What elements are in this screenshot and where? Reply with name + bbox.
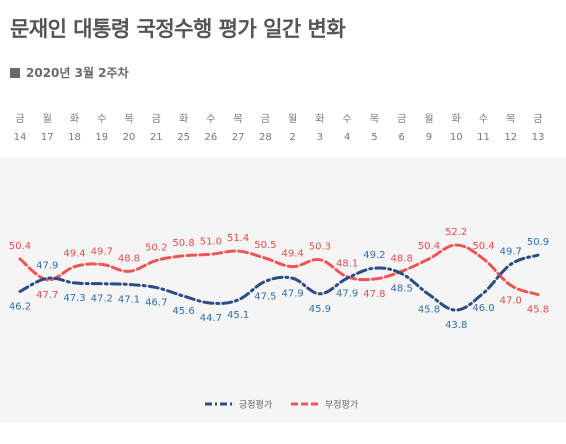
data-label-positive: 44.7 bbox=[200, 313, 222, 324]
x-tick-date: 20 bbox=[123, 132, 136, 143]
data-label-positive: 45.6 bbox=[172, 306, 194, 317]
x-tick-day: 월 bbox=[288, 113, 297, 125]
x-tick-day: 목 bbox=[234, 113, 243, 125]
x-tick-day: 금 bbox=[397, 113, 406, 125]
x-tick-date: 6 bbox=[398, 132, 404, 143]
x-tick-day: 금 bbox=[152, 113, 161, 125]
data-label-positive: 45.8 bbox=[418, 305, 440, 316]
x-tick-date: 9 bbox=[426, 132, 432, 143]
x-tick-date: 25 bbox=[177, 132, 190, 143]
x-tick-day: 월 bbox=[424, 113, 433, 125]
data-label-negative: 49.4 bbox=[281, 249, 303, 260]
x-tick-day: 화 bbox=[315, 113, 324, 125]
x-tick-day: 수 bbox=[206, 113, 215, 125]
x-tick-day: 화 bbox=[179, 113, 188, 125]
x-tick-date: 18 bbox=[68, 132, 81, 143]
data-label-positive: 47.9 bbox=[281, 288, 303, 299]
x-tick-date: 12 bbox=[504, 132, 517, 143]
x-tick-day: 금 bbox=[533, 113, 542, 125]
data-label-negative: 50.2 bbox=[145, 242, 167, 253]
x-tick-date: 27 bbox=[232, 132, 245, 143]
subtitle-text: 2020년 3월 2주차 bbox=[26, 66, 129, 80]
data-label-negative: 50.4 bbox=[418, 241, 440, 252]
data-label-positive: 47.9 bbox=[36, 260, 58, 271]
data-label-negative: 51.4 bbox=[227, 233, 249, 244]
plot-area bbox=[0, 158, 566, 422]
x-tick-date: 11 bbox=[477, 132, 490, 143]
data-label-positive: 46.0 bbox=[472, 303, 494, 314]
x-tick-day: 금 bbox=[15, 113, 24, 125]
series-line-positive bbox=[18, 253, 540, 312]
data-label-positive: 45.1 bbox=[227, 310, 249, 321]
x-tick-date: 28 bbox=[259, 132, 272, 143]
x-tick-date: 26 bbox=[204, 132, 217, 143]
data-label-negative: 49.7 bbox=[91, 246, 113, 257]
data-label-positive: 47.2 bbox=[91, 294, 113, 305]
data-label-positive: 46.2 bbox=[9, 301, 31, 312]
data-label-positive: 47.9 bbox=[336, 288, 358, 299]
x-tick-day: 수 bbox=[479, 113, 488, 125]
x-tick-date: 4 bbox=[344, 132, 350, 143]
chart-subtitle: 2020년 3월 2주차 bbox=[10, 64, 129, 81]
x-tick-date: 2 bbox=[289, 132, 295, 143]
x-tick-date: 14 bbox=[14, 132, 27, 143]
data-label-negative: 49.4 bbox=[63, 249, 85, 260]
data-label-negative: 47.8 bbox=[363, 289, 385, 300]
x-tick-day: 화 bbox=[452, 113, 461, 125]
x-tick-day: 목 bbox=[124, 113, 133, 125]
x-tick-day: 화 bbox=[70, 113, 79, 125]
chart-title: 문재인 대통령 국정수행 평가 일간 변화 bbox=[10, 17, 346, 41]
x-tick-day: 수 bbox=[97, 113, 106, 125]
series-line-negative bbox=[18, 243, 540, 297]
x-tick-day: 목 bbox=[506, 113, 515, 125]
data-label-negative: 50.8 bbox=[172, 238, 194, 249]
data-label-negative: 50.5 bbox=[254, 240, 276, 251]
data-label-positive: 45.9 bbox=[309, 304, 331, 315]
x-tick-date: 19 bbox=[95, 132, 108, 143]
data-label-positive: 48.5 bbox=[391, 284, 413, 295]
data-label-negative: 48.8 bbox=[118, 253, 140, 264]
x-tick-date: 13 bbox=[532, 132, 545, 143]
x-tick-date: 10 bbox=[450, 132, 463, 143]
x-tick-day: 금 bbox=[261, 113, 270, 125]
x-tick-date: 5 bbox=[371, 132, 377, 143]
x-tick-date: 3 bbox=[317, 132, 323, 143]
data-label-positive: 47.5 bbox=[254, 291, 276, 302]
data-label-positive: 50.9 bbox=[527, 237, 549, 248]
data-label-positive: 46.7 bbox=[145, 298, 167, 309]
data-label-positive: 43.8 bbox=[445, 320, 467, 331]
data-label-negative: 50.4 bbox=[472, 241, 494, 252]
data-label-positive: 47.1 bbox=[118, 294, 140, 305]
data-label-negative: 45.8 bbox=[527, 305, 549, 316]
data-label-negative: 50.4 bbox=[9, 241, 31, 252]
legend-label-positive: 긍정평가 bbox=[239, 400, 272, 411]
x-tick-day: 수 bbox=[343, 113, 352, 125]
data-label-negative: 52.2 bbox=[445, 227, 467, 238]
x-tick-day: 목 bbox=[370, 113, 379, 125]
data-label-negative: 48.8 bbox=[391, 253, 413, 264]
data-label-positive: 49.7 bbox=[500, 246, 522, 257]
x-tick-date: 17 bbox=[41, 132, 54, 143]
square-bullet-icon bbox=[10, 67, 20, 78]
data-label-positive: 47.3 bbox=[63, 293, 85, 304]
data-label-positive: 49.2 bbox=[363, 250, 385, 261]
legend-label-negative: 부정평가 bbox=[325, 400, 358, 411]
data-label-negative: 47.7 bbox=[36, 290, 58, 301]
x-tick-date: 21 bbox=[150, 132, 163, 143]
data-label-negative: 48.1 bbox=[336, 259, 358, 270]
data-label-negative: 51.0 bbox=[200, 236, 222, 247]
data-label-negative: 47.0 bbox=[500, 295, 522, 306]
data-label-negative: 50.3 bbox=[309, 242, 331, 253]
x-tick-day: 월 bbox=[43, 113, 52, 125]
